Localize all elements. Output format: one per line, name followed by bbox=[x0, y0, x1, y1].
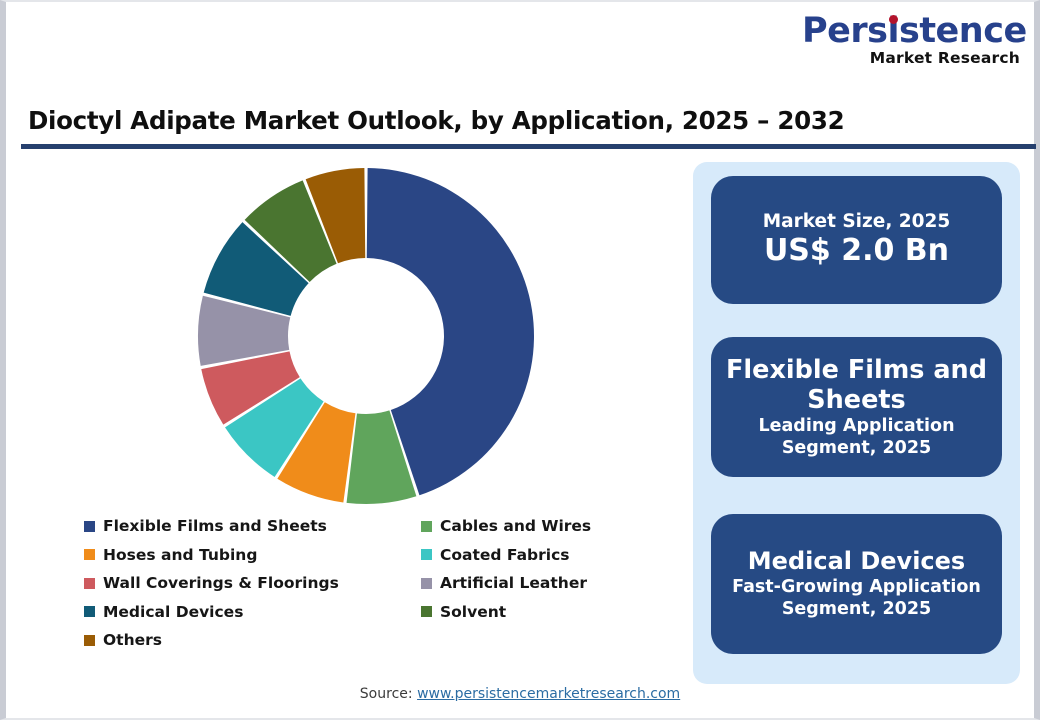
donut-slice[interactable] bbox=[346, 410, 417, 505]
donut-chart-svg bbox=[198, 168, 534, 505]
kpi-fast-growing-sub1: Fast-Growing Application bbox=[732, 576, 981, 597]
donut-slice-group bbox=[198, 168, 534, 505]
kpi-leading-segment-name: Flexible Films and Sheets bbox=[726, 354, 987, 415]
legend-column-right: Cables and Wires Coated Fabrics Artificial… bbox=[421, 512, 681, 655]
legend-swatch-icon bbox=[421, 606, 432, 618]
donut-slice[interactable] bbox=[366, 168, 534, 496]
legend-swatch-icon bbox=[84, 549, 95, 561]
legend-item-label: Solvent bbox=[440, 602, 507, 621]
title-divider bbox=[21, 144, 1036, 149]
legend-swatch-icon bbox=[84, 634, 95, 646]
logo-wordmark: Persistence bbox=[802, 11, 1027, 51]
legend-item-label: Hoses and Tubing bbox=[103, 545, 258, 564]
legend-item-label: Coated Fabrics bbox=[440, 545, 570, 564]
legend-item-label: Others bbox=[103, 631, 163, 650]
legend-item[interactable]: Wall Coverings & Floorings bbox=[84, 569, 421, 598]
source-prefix: Source: bbox=[359, 686, 418, 702]
chart-container bbox=[26, 158, 686, 508]
kpi-card-leading-segment: Flexible Films and Sheets Leading Applic… bbox=[711, 337, 1002, 477]
donut-slice[interactable] bbox=[198, 295, 291, 366]
legend-item-label: Artificial Leather bbox=[440, 574, 587, 593]
donut-slice[interactable] bbox=[203, 222, 309, 316]
kpi-panel: Market Size, 2025 US$ 2.0 Bn Flexible Fi… bbox=[693, 162, 1020, 684]
legend-swatch-icon bbox=[421, 520, 432, 532]
legend-item[interactable]: Flexible Films and Sheets bbox=[84, 512, 421, 541]
legend-swatch-icon bbox=[84, 520, 95, 532]
page-title: Dioctyl Adipate Market Outlook, by Appli… bbox=[28, 106, 845, 135]
kpi-fast-growing-sub2: Segment, 2025 bbox=[781, 599, 932, 620]
donut-slice[interactable] bbox=[244, 180, 337, 283]
legend-item-label: Cables and Wires bbox=[440, 517, 592, 536]
kpi-leading-segment-sub1: Leading Application bbox=[758, 415, 955, 436]
donut-slice[interactable] bbox=[201, 351, 300, 425]
legend-item[interactable]: Solvent bbox=[421, 598, 681, 627]
source-line: Source: www.persistencemarketresearch.co… bbox=[6, 686, 1034, 702]
donut-slice[interactable] bbox=[305, 168, 366, 264]
kpi-leading-segment-sub2: Segment, 2025 bbox=[781, 438, 932, 459]
brand-logo: Persistence Market Research bbox=[802, 11, 1027, 70]
legend-item[interactable]: Others bbox=[84, 626, 421, 655]
logo-tagline: Market Research bbox=[869, 49, 1020, 67]
legend-item[interactable]: Artificial Leather bbox=[421, 569, 681, 598]
kpi-market-size-label: Market Size, 2025 bbox=[762, 210, 951, 232]
donut-slice[interactable] bbox=[225, 378, 324, 477]
donut-slice[interactable] bbox=[277, 402, 356, 503]
kpi-card-fast-growing-segment: Medical Devices Fast-Growing Application… bbox=[711, 514, 1002, 654]
kpi-fast-growing-name: Medical Devices bbox=[747, 547, 966, 576]
legend-item[interactable]: Medical Devices bbox=[84, 598, 421, 627]
legend-item[interactable]: Coated Fabrics bbox=[421, 541, 681, 570]
legend-swatch-icon bbox=[421, 577, 432, 589]
kpi-card-market-size: Market Size, 2025 US$ 2.0 Bn bbox=[711, 176, 1002, 304]
logo-dot-icon bbox=[889, 15, 898, 24]
legend-item[interactable]: Cables and Wires bbox=[421, 512, 681, 541]
legend-swatch-icon bbox=[84, 606, 95, 618]
legend-swatch-icon bbox=[421, 549, 432, 561]
kpi-market-size-value: US$ 2.0 Bn bbox=[763, 233, 950, 269]
donut-chart bbox=[196, 166, 536, 506]
legend-column-left: Flexible Films and Sheets Hoses and Tubin… bbox=[84, 512, 421, 655]
chart-legend: Flexible Films and Sheets Hoses and Tubin… bbox=[84, 512, 684, 655]
legend-item[interactable]: Hoses and Tubing bbox=[84, 541, 421, 570]
legend-item-label: Wall Coverings & Floorings bbox=[103, 574, 339, 593]
legend-item-label: Medical Devices bbox=[103, 602, 244, 621]
legend-swatch-icon bbox=[84, 577, 95, 589]
source-link[interactable]: www.persistencemarketresearch.com bbox=[417, 686, 681, 702]
legend-item-label: Flexible Films and Sheets bbox=[103, 517, 327, 536]
